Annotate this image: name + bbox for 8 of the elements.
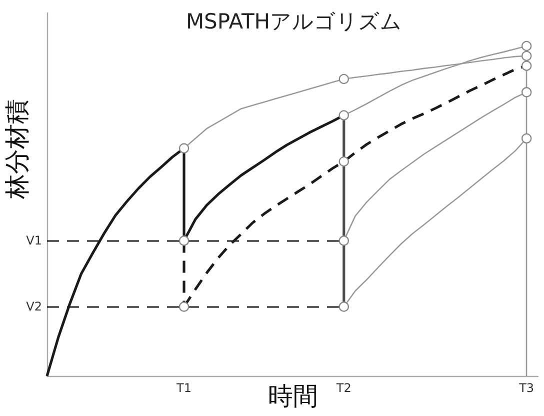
x-tick-label: T2	[335, 381, 352, 395]
ref-line-label: V2	[26, 300, 42, 314]
chart-title: MSPATHアルゴリズム	[186, 10, 402, 34]
ref-line-label: V1	[26, 234, 42, 248]
x-tick-label: T3	[518, 381, 534, 395]
x-tick-label: T1	[176, 381, 192, 395]
x-axis-title: 時間	[268, 382, 318, 410]
y-axis-title: 林分材積	[2, 99, 32, 200]
